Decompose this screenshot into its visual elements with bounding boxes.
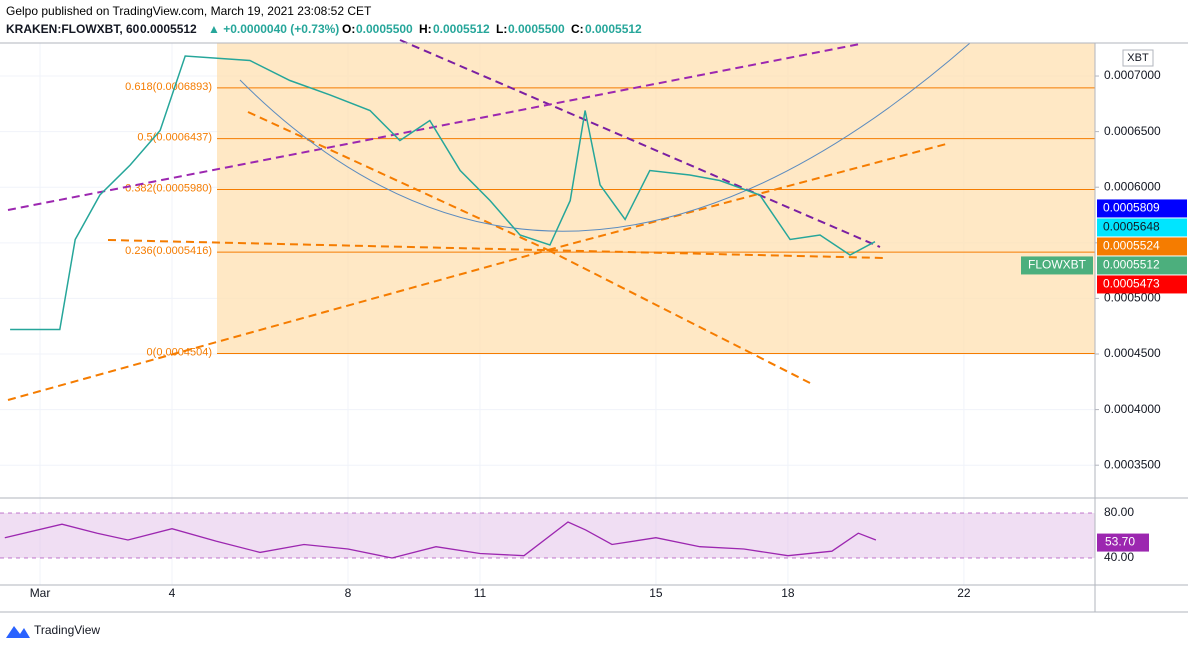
x-tick-label: Mar [30, 586, 51, 600]
o-label: O: [342, 22, 355, 36]
x-tick-label: 11 [474, 586, 487, 600]
change: ▲ +0.0000040 (+0.73%) [208, 22, 339, 36]
rsi-badge [1097, 533, 1149, 552]
price-line [10, 55, 876, 331]
y-tick-label: 0.0004000 [1104, 402, 1161, 416]
price-badge [1097, 218, 1187, 237]
trend-line [399, 39, 881, 248]
fib-label: 0.382(0.0005980) [125, 182, 212, 194]
trend-line [547, 142, 951, 251]
y-tick-label: 0.0006500 [1104, 124, 1161, 138]
publisher: Gelpo published on TradingView.com, Marc… [6, 4, 372, 18]
symbol: KRAKEN:FLOWXBT, 60 [6, 22, 140, 36]
rsi-band [0, 512, 1095, 558]
price-badge [1097, 256, 1187, 275]
ohlc-line: KRAKEN:FLOWXBT, 60 0.0005512 ▲ +0.000004… [6, 22, 642, 36]
last: 0.0005512 [140, 22, 197, 36]
plot: Mar 4 8 11 15 18 22 0.0007000 0.0006500 0.0006000… [0, 39, 1187, 600]
y-tick-label: 0.0005000 [1104, 291, 1161, 305]
low: 0.0005500 [508, 22, 565, 36]
price-badge [1097, 237, 1187, 256]
fib-label: 0(0.0004504) [147, 346, 212, 358]
symbol-badge-label: FLOWXBT [1028, 258, 1087, 272]
fib-label: 0.236(0.0005416) [125, 245, 212, 257]
price-badge-label: 0.0005512 [1103, 258, 1160, 272]
open: 0.0005500 [356, 22, 413, 36]
x-tick-label: 22 [957, 586, 971, 600]
rsi-line [4, 521, 877, 559]
arc [239, 42, 971, 232]
fib-zone [217, 43, 1095, 354]
price-badge-label: 0.0005524 [1103, 239, 1160, 253]
y-tick-label: 0.0004500 [1104, 346, 1161, 360]
symbol-badge [1021, 256, 1093, 275]
rsi-badge-label: 53.70 [1105, 535, 1135, 549]
h-label: H: [419, 22, 432, 36]
l-label: L: [496, 22, 507, 36]
x-tick-label: 8 [345, 586, 352, 600]
rsi-tick-label: 80.00 [1104, 505, 1134, 519]
logo: TradingView [6, 623, 100, 638]
currency: XBT [1127, 52, 1149, 64]
trend-line [247, 111, 549, 251]
footer: TradingView [34, 623, 100, 637]
fib-label: 0.5(0.0006437) [137, 132, 212, 144]
y-tick-label: 0.0003500 [1104, 457, 1161, 471]
high: 0.0005512 [433, 22, 490, 36]
rsi-tick-label: 40.00 [1104, 550, 1134, 564]
x-tick-label: 4 [169, 586, 176, 600]
c-label: C: [571, 22, 584, 36]
trend-line [7, 249, 549, 401]
x-tick-label: 18 [781, 586, 795, 600]
fib-label: 0.618(0.0006893) [125, 81, 212, 93]
y-tick-label: 0.0006000 [1104, 179, 1161, 193]
price-badge-label: 0.0005648 [1103, 220, 1160, 234]
price-badge-label: 0.0005473 [1103, 277, 1160, 291]
price-badge [1097, 199, 1187, 218]
x-tick-label: 15 [649, 586, 663, 600]
price-badge-label: 0.0005809 [1103, 201, 1160, 215]
currency-box [1122, 49, 1154, 67]
y-tick-label: 0.0007000 [1104, 68, 1161, 82]
trend-line [547, 249, 811, 384]
close: 0.0005512 [585, 22, 642, 36]
price-badge [1097, 275, 1187, 294]
